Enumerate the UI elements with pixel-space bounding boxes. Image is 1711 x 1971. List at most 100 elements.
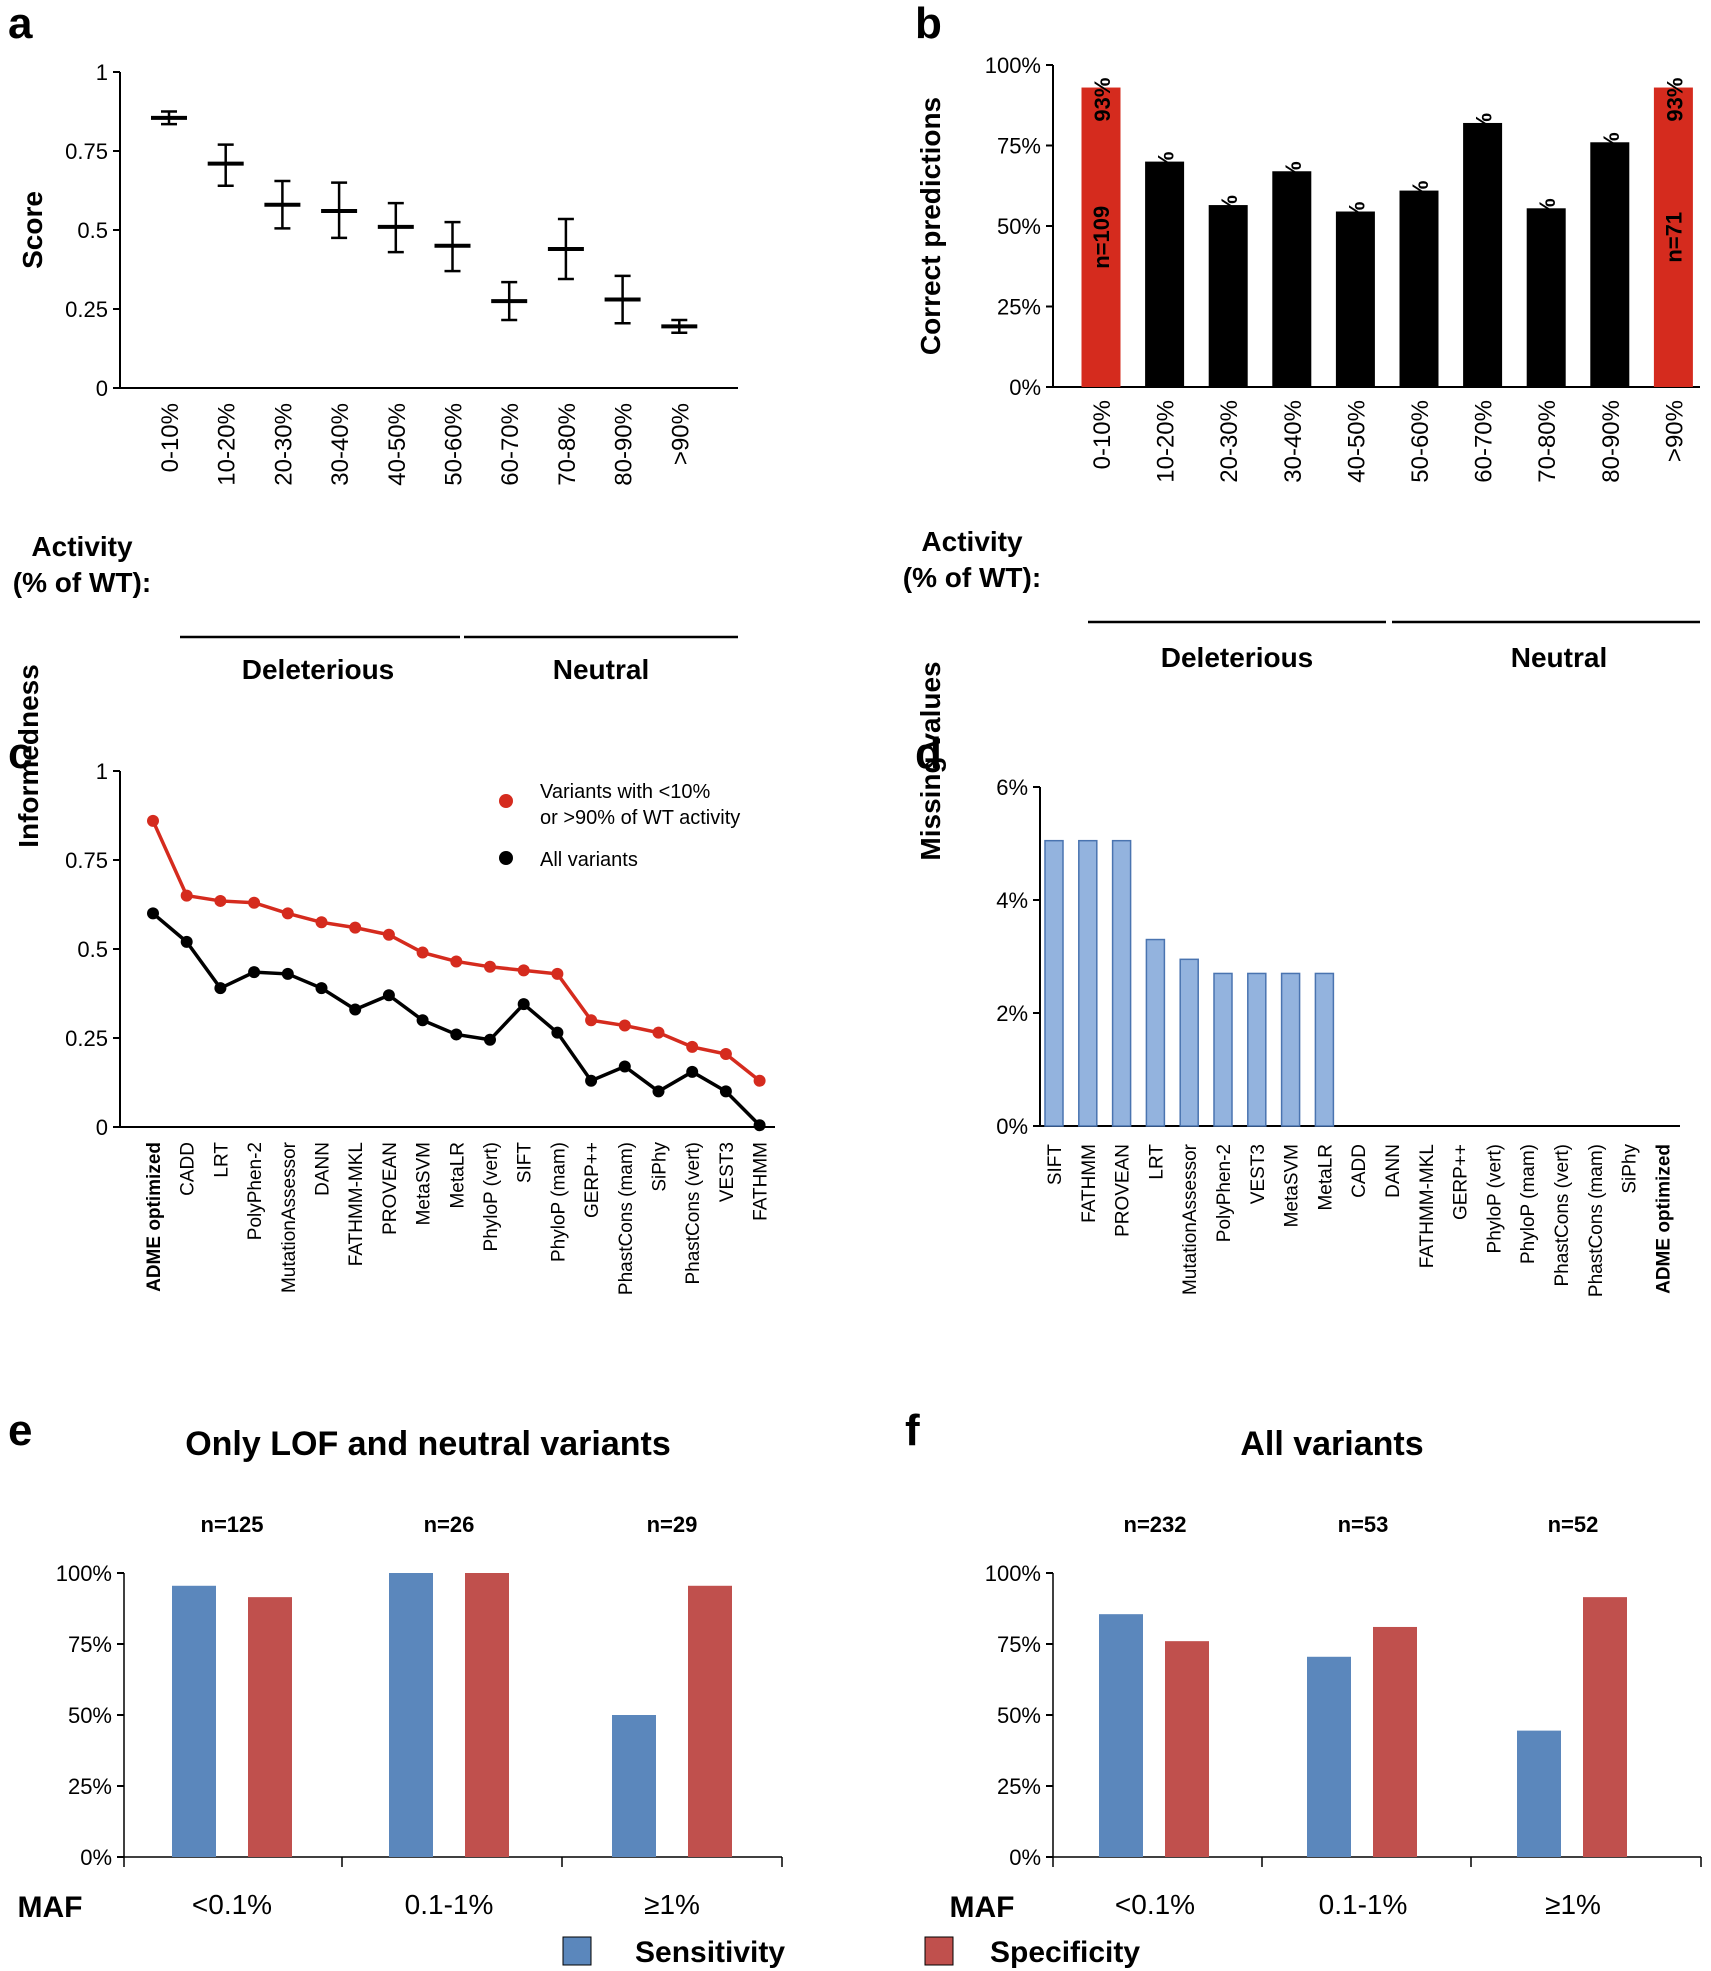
- x-tick-label: PolyPhen-2: [1214, 1144, 1235, 1242]
- panel-d-plot: 0% 2% 4% 6% SIFT FATHMM PROVEAN LRT MutationAsse…: [996, 775, 1680, 1297]
- x-tick-label: PolyPhen-2: [245, 1142, 266, 1240]
- x-tick-label: 70-80%: [554, 403, 581, 486]
- legend-sensitivity-swatch: [562, 1936, 592, 1966]
- panel-f-plot: 0% 25% 50% 75% 100% n=232 <0.1% n=53 0.1-1% n=52 ≥…: [985, 1512, 1702, 1920]
- y-tick-label: 4%: [996, 888, 1028, 913]
- y-tick-label: 75%: [997, 1632, 1041, 1657]
- x-tick-label: PhastCons (mam): [616, 1142, 637, 1295]
- x-tick-label: VEST3: [1248, 1144, 1269, 1204]
- bar-n-label: n=23: [1216, 271, 1241, 322]
- panel-label-d: d: [915, 729, 942, 778]
- n-label: n=232: [1124, 1512, 1187, 1537]
- bar-specificity: [465, 1573, 509, 1857]
- x-tick-label: 60-70%: [497, 403, 524, 486]
- x-tick-label: PhastCons (mam): [1586, 1144, 1607, 1297]
- bar-value-label: 93%: [1662, 78, 1687, 122]
- x-tick-label: >90%: [667, 403, 694, 465]
- panel-b-group-neutral: Neutral: [1511, 642, 1607, 673]
- y-tick-label: 0: [96, 1115, 108, 1140]
- x-tick-label: 40-50%: [1343, 400, 1370, 483]
- panel-c-legend-red-label-line2: or >90% of WT activity: [540, 807, 740, 829]
- panel-e-maf-label: MAF: [18, 1891, 83, 1924]
- bar: [1247, 972, 1267, 1127]
- panel-b-ylabel: Correct predictions: [915, 97, 946, 355]
- data-point: [382, 989, 395, 1002]
- y-tick-label: 0.75: [65, 139, 108, 164]
- panel-label-c: c: [8, 729, 32, 778]
- data-point: [719, 1085, 732, 1098]
- data-point: [349, 1003, 362, 1016]
- y-tick-label: 0.25: [65, 297, 108, 322]
- x-tick-label: 20-30%: [1216, 400, 1243, 483]
- bar: [1145, 161, 1185, 387]
- data-point: [652, 1085, 665, 1098]
- x-tick-label: SIFT: [1045, 1144, 1066, 1186]
- x-tick-label: 10-20%: [214, 403, 241, 486]
- x-tick-label: MetaLR: [447, 1142, 468, 1209]
- panel-d-ylabel: Missing values: [915, 661, 946, 860]
- data-point: [686, 1065, 699, 1078]
- x-tick-label: VEST3: [717, 1142, 738, 1202]
- data-point: [585, 1074, 598, 1087]
- x-tick-label: ADME optimized: [144, 1142, 165, 1292]
- x-tick-label: PhyloP (vert): [1484, 1144, 1505, 1253]
- bar: [1399, 190, 1439, 387]
- y-tick-label: 1: [96, 60, 108, 85]
- bar-sensitivity: [1307, 1656, 1351, 1857]
- data-point: [248, 966, 261, 979]
- data-point: [484, 1033, 496, 1046]
- x-tick-label: 10-20%: [1153, 400, 1180, 483]
- bar: [1081, 87, 1121, 387]
- y-tick-label: 0%: [80, 1845, 112, 1870]
- bar: [1335, 211, 1375, 387]
- series-line: [151, 912, 761, 1127]
- x-category-label: 0.1-1%: [1319, 1889, 1408, 1920]
- data-point: [618, 1060, 631, 1073]
- panel-a-group-neutral: Neutral: [553, 654, 649, 685]
- data-point: [382, 928, 395, 941]
- data-point: [281, 967, 294, 980]
- x-tick-label: 50-60%: [441, 403, 468, 486]
- panel-label-e: e: [8, 1406, 32, 1455]
- data-point: [517, 964, 530, 977]
- data-point: [315, 982, 328, 995]
- x-tick-label: PhyloP (mam): [1518, 1144, 1539, 1264]
- bar: [1272, 171, 1312, 387]
- y-tick-label: 2%: [996, 1001, 1028, 1026]
- panel-e-plot: 0% 25% 50% 75% 100% n=125 <0.1% n=26 0.1-1% n=29 ≥…: [56, 1512, 783, 1920]
- x-tick-label: GERP++: [582, 1142, 603, 1218]
- x-tick-label: MetaSVM: [414, 1142, 435, 1225]
- x-tick-label: CADD: [178, 1142, 199, 1196]
- data-point: [214, 982, 227, 995]
- y-tick-label: 100%: [985, 53, 1041, 78]
- bar-n-label: n=18: [1534, 272, 1559, 323]
- data-point: [686, 1040, 699, 1053]
- legend-sensitivity-label: Sensitivity: [635, 1936, 785, 1969]
- x-tick-label: MetaSVM: [1282, 1144, 1303, 1227]
- y-tick-label: 0%: [1009, 1845, 1041, 1870]
- data-point: [416, 1014, 429, 1027]
- n-label: n=26: [424, 1512, 475, 1537]
- bar-n-label: n=18: [1407, 263, 1432, 314]
- data-point: [315, 916, 328, 929]
- y-tick-label: 75%: [997, 134, 1041, 159]
- bar-value-label: 56%: [1535, 198, 1560, 242]
- y-tick-label: 100%: [985, 1561, 1041, 1586]
- x-tick-label: DANN: [313, 1142, 334, 1196]
- y-tick-label: 50%: [68, 1703, 112, 1728]
- y-tick-label: 25%: [997, 295, 1041, 320]
- panel-c-legend-black-label: All variants: [540, 849, 638, 871]
- n-label: n=52: [1548, 1512, 1599, 1537]
- panel-c-ylabel: Informedness: [13, 664, 44, 848]
- data-point: [753, 1119, 766, 1132]
- bar: [1653, 87, 1693, 387]
- x-tick-label: SIFT: [515, 1142, 536, 1184]
- x-category-label: <0.1%: [192, 1889, 272, 1920]
- x-tick-label: PROVEAN: [380, 1142, 401, 1235]
- bar-specificity: [1583, 1597, 1627, 1857]
- bar-n-label: n=18: [1280, 254, 1305, 305]
- x-tick-label: CADD: [1349, 1144, 1370, 1198]
- bar-sensitivity: [612, 1715, 656, 1857]
- panel-b-activity-label: Activity: [921, 526, 1023, 557]
